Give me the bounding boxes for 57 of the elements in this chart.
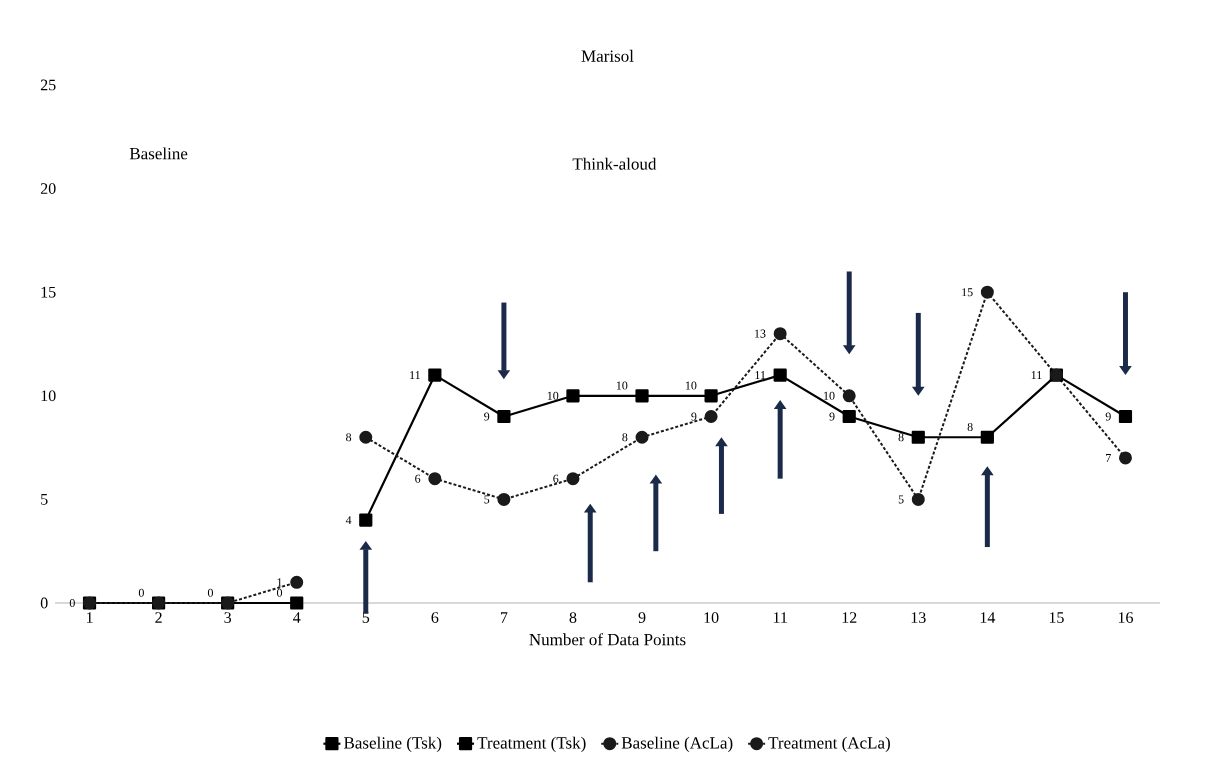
- x-tick-label: 16: [1118, 612, 1133, 623]
- data-label: 10: [547, 391, 559, 400]
- x-tick-label: 14: [980, 612, 996, 623]
- x-axis-title: Number of Data Points: [529, 633, 686, 646]
- data-label: 4: [345, 516, 352, 525]
- annotation: Baseline: [129, 147, 188, 160]
- data-label: 1: [277, 578, 282, 587]
- data-label: 15: [962, 288, 973, 297]
- data-label: 8: [622, 433, 628, 442]
- x-tick-label: 12: [842, 612, 857, 623]
- y-tick-label: 5: [41, 494, 48, 505]
- data-label: 9: [829, 412, 835, 421]
- data-label: 5: [898, 495, 904, 504]
- x-tick-label: 10: [704, 612, 719, 623]
- legend-label: Baseline (AcLa): [621, 736, 733, 753]
- legend-label: Treatment (Tsk): [477, 736, 586, 753]
- x-tick-label: 11: [773, 612, 787, 623]
- data-label: 9: [691, 412, 697, 421]
- y-tick-label: 0: [40, 597, 48, 609]
- x-tick-label: 2: [155, 612, 162, 623]
- data-label: 8: [898, 433, 904, 442]
- x-tick-label: 13: [911, 612, 926, 623]
- data-label: 7: [1106, 454, 1111, 462]
- x-tick-label: 6: [431, 612, 439, 623]
- data-label: 9: [484, 412, 490, 421]
- data-label: 10: [824, 391, 835, 400]
- data-label: 10: [685, 381, 697, 390]
- data-label: 13: [755, 329, 766, 338]
- data-label: 8: [967, 422, 973, 432]
- x-tick-label: 8: [569, 612, 577, 623]
- y-tick-label: 20: [40, 183, 56, 194]
- data-label: 11: [410, 371, 420, 380]
- data-label: 6: [415, 474, 421, 483]
- data-label: 0: [276, 588, 283, 597]
- x-tick-label: 9: [638, 612, 646, 623]
- y-tick-label: 15: [41, 286, 56, 298]
- legend-label: Baseline (Tsk): [344, 736, 442, 753]
- data-label: 0: [69, 598, 75, 608]
- legend-label: Treatment (AcLa): [768, 736, 890, 753]
- data-label: 10: [616, 381, 628, 390]
- chart-title: Marisol: [581, 49, 634, 62]
- data-label: 6: [553, 474, 559, 483]
- x-tick-label: 7: [500, 612, 508, 623]
- data-label: 0: [207, 588, 213, 597]
- data-label: 9: [1105, 412, 1111, 421]
- annotation: Think-aloud: [572, 157, 657, 170]
- data-label: 8: [346, 433, 352, 442]
- data-label: 11: [755, 371, 766, 380]
- x-tick-label: 4: [293, 612, 301, 623]
- x-tick-label: 1: [86, 612, 93, 623]
- data-label: 0: [138, 588, 144, 597]
- data-label: 11: [1031, 371, 1042, 380]
- x-tick-label: 3: [224, 612, 232, 623]
- y-tick-label: 10: [41, 390, 56, 402]
- x-tick-label: 15: [1049, 612, 1064, 623]
- y-tick-label: 25: [40, 79, 56, 91]
- data-label: 5: [484, 495, 490, 504]
